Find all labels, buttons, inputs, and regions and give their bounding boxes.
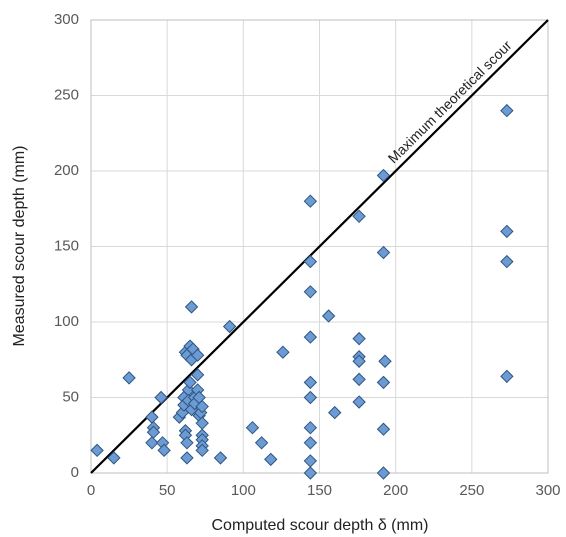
point (500, 224, 514, 239)
point (180, 436, 194, 450)
point (328, 405, 342, 420)
point (303, 454, 318, 468)
y-tick-label: 200 (54, 162, 79, 179)
point (376, 245, 391, 260)
point (352, 209, 366, 224)
plot-frame (90, 19, 549, 474)
point (303, 375, 318, 390)
point (376, 375, 391, 390)
point (154, 390, 168, 405)
x-tick-label: 200 (383, 482, 408, 499)
point (500, 103, 514, 118)
point (184, 300, 199, 314)
point (195, 443, 209, 458)
y-tick-label: 300 (54, 11, 79, 28)
y-tick-label: 100 (54, 313, 79, 330)
x-tick-label: 300 (535, 482, 560, 499)
x-tick-label: 0 (87, 482, 95, 499)
point (157, 443, 171, 458)
y-tick-label: 150 (54, 237, 79, 254)
point (303, 254, 318, 269)
point (107, 451, 121, 465)
point (183, 375, 197, 390)
point (245, 420, 260, 435)
point (321, 309, 336, 323)
point (303, 466, 318, 480)
point (376, 422, 391, 436)
point (303, 194, 318, 208)
point (378, 354, 392, 368)
point (376, 168, 391, 183)
x-tick-label: 250 (459, 482, 484, 499)
point (303, 330, 318, 344)
point (195, 399, 209, 414)
point (352, 395, 366, 409)
point (264, 452, 278, 467)
point (303, 285, 318, 299)
point (122, 371, 136, 385)
point (180, 451, 194, 465)
y-tick-label: 0 (71, 464, 79, 481)
y-axis-title: Measured scour depth (mm) (11, 146, 28, 347)
point (352, 331, 366, 346)
y-tick-label: 250 (54, 86, 79, 103)
point (352, 372, 366, 387)
point (303, 420, 318, 435)
point (500, 254, 514, 269)
x-axis-title: Computed scour depth δ (mm) (212, 517, 429, 534)
point (190, 368, 205, 382)
x-tick-label: 100 (231, 482, 256, 499)
x-tick-label: 150 (307, 482, 332, 499)
point (90, 443, 104, 458)
point (352, 354, 366, 368)
point (376, 466, 391, 480)
point (276, 345, 290, 359)
point (222, 319, 237, 334)
point (145, 436, 159, 450)
point (190, 348, 205, 362)
x-tick-label: 50 (159, 482, 176, 499)
point (145, 410, 159, 424)
point (213, 451, 228, 465)
annotation: Maximum theoretical scour (385, 37, 515, 166)
point (500, 369, 514, 384)
point (303, 436, 318, 450)
point (254, 436, 269, 450)
point (303, 390, 318, 405)
y-tick-label: 50 (62, 388, 79, 405)
